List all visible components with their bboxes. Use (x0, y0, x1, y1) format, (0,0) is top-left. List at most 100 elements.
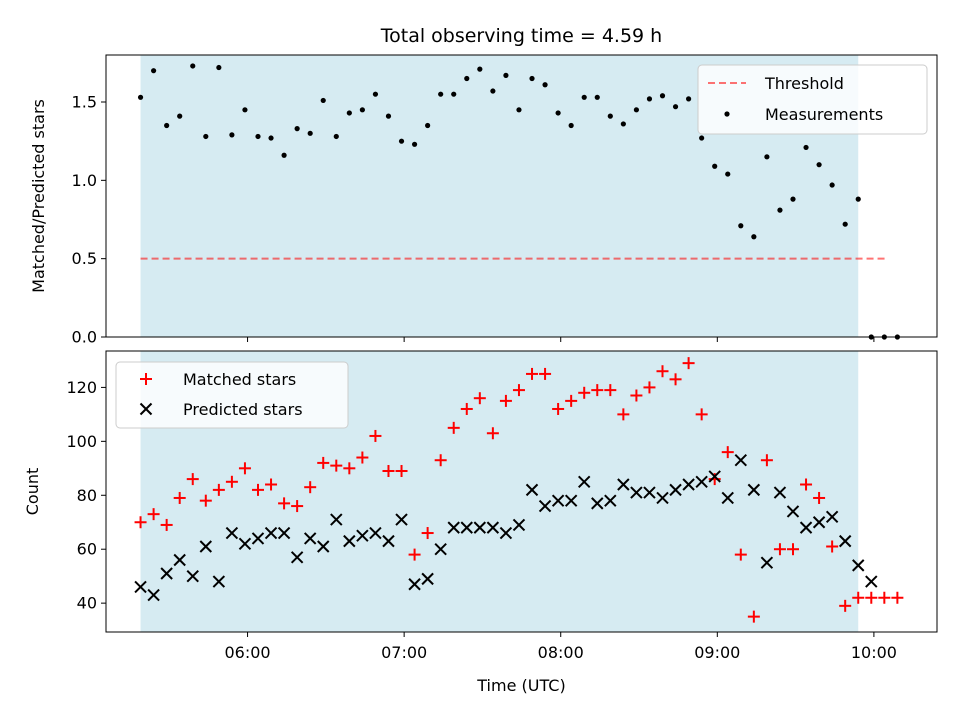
predicted-star-point (421, 572, 434, 586)
measurements-points (137, 63, 900, 340)
predicted-star-point (447, 521, 460, 534)
y-tick-label: 120 (66, 378, 97, 397)
matched-star-point (721, 446, 734, 459)
measurement-point (764, 154, 770, 160)
y-tick-label: 1.5 (72, 93, 97, 112)
x-axis-label: Time (UTC) (476, 676, 565, 695)
predicted-star-point (356, 529, 369, 542)
top-axes-frame (105, 54, 938, 338)
predicted-star-point (734, 454, 748, 467)
y-tick-label: 0.5 (72, 249, 97, 268)
matched-star-point (291, 500, 304, 513)
measurement-point (607, 113, 613, 119)
matched-star-point (591, 384, 604, 397)
measurement-point (216, 64, 222, 71)
measurement-point (516, 107, 522, 113)
predicted-star-point (525, 483, 539, 497)
matched-star-point (604, 384, 617, 397)
legend-threshold-label: Threshold (764, 74, 844, 93)
measurement-point (151, 68, 157, 74)
predicted-star-point (330, 513, 343, 526)
predicted-star-point (499, 526, 513, 540)
top-panel: 0.0 0.5 1.0 1.5 Total observing time = 4.59… (29, 25, 938, 347)
matched-star-point (891, 591, 904, 604)
measurement-point (855, 196, 861, 202)
measurement-point (268, 135, 274, 141)
measurement-point (385, 113, 392, 119)
matched-star-point (278, 497, 291, 510)
measurement-point (164, 122, 170, 129)
measurement-point (177, 113, 183, 119)
top-legend-box (697, 64, 928, 135)
predicted-star-point (669, 483, 682, 497)
predicted-star-point (147, 588, 160, 602)
y-tick-label: 0.0 (72, 328, 97, 347)
predicted-star-point (173, 553, 186, 567)
measurement-point (333, 133, 339, 140)
y-tick-label: 100 (66, 432, 97, 451)
matched-star-point (786, 543, 799, 556)
predicted-star-point (395, 513, 408, 526)
measurement-point (751, 234, 757, 240)
bottom-legend-box (115, 361, 349, 429)
matched-star-point (421, 527, 434, 540)
predicted-star-point (604, 494, 617, 507)
bottom-x-ticks: 06:00 07:00 08:00 09:00 10:00 (224, 632, 897, 662)
matched-star-point (395, 465, 408, 478)
predicted-star-point (303, 532, 317, 545)
predicted-star-point (630, 486, 643, 499)
predicted-star-point (264, 526, 278, 540)
measurement-point (646, 96, 653, 102)
predicted-star-point (825, 510, 839, 524)
measurement-point (490, 88, 496, 94)
matched-star-point (630, 389, 643, 402)
measurement-point (555, 110, 561, 116)
predicted-star-point (251, 532, 265, 545)
predicted-star-point (199, 540, 213, 553)
predicted-star-point (838, 534, 852, 548)
matched-star-point (251, 483, 264, 496)
measurement-point (320, 97, 326, 104)
measurement-point (451, 91, 457, 97)
measurement-point (411, 141, 418, 147)
predicted-star-point (551, 494, 565, 507)
matched-star-point (512, 384, 525, 397)
predicted-star-point (225, 526, 239, 540)
matched-star-point (878, 591, 891, 604)
measurement-point (464, 75, 470, 82)
x-tick-label: 07:00 (381, 643, 427, 662)
predicted-star-point (578, 475, 591, 488)
measurement-point (477, 66, 483, 72)
predicted-star-point (747, 483, 761, 497)
predicted-star-point (238, 537, 252, 551)
legend-x-marker (139, 402, 153, 416)
predicted-star-point (682, 478, 695, 491)
predicted-star-point (760, 556, 774, 569)
measurement-point (829, 182, 835, 188)
matched-star-point (238, 462, 251, 475)
measurement-point (725, 171, 731, 177)
x-tick-label: 10:00 (851, 643, 897, 662)
top-y-ticks: 0.0 0.5 1.0 1.5 (72, 93, 106, 347)
x-tick-label: 08:00 (538, 643, 584, 662)
predicted-star-point (134, 580, 147, 594)
measurement-point (255, 133, 261, 140)
predicted-star-point (382, 534, 395, 548)
matched-star-point (265, 478, 278, 491)
matched-star-point (695, 408, 708, 421)
legend-matched-swatch (140, 373, 152, 385)
measurement-point (581, 94, 587, 100)
matched-star-point (434, 454, 447, 467)
matched-star-point (656, 365, 669, 378)
x-tick-label: 09:00 (694, 643, 740, 662)
predicted-star-point (186, 569, 199, 583)
measurement-point (137, 94, 144, 100)
predicted-star-point (773, 486, 787, 499)
predicted-star-point (799, 521, 813, 534)
matched-star-point (813, 491, 826, 504)
predicted-star-point (538, 499, 552, 513)
matched-star-point (486, 427, 499, 440)
legend-predicted-label: Predicted stars (183, 400, 303, 419)
measurement-point (568, 122, 574, 129)
predicted-star-point (343, 534, 356, 548)
